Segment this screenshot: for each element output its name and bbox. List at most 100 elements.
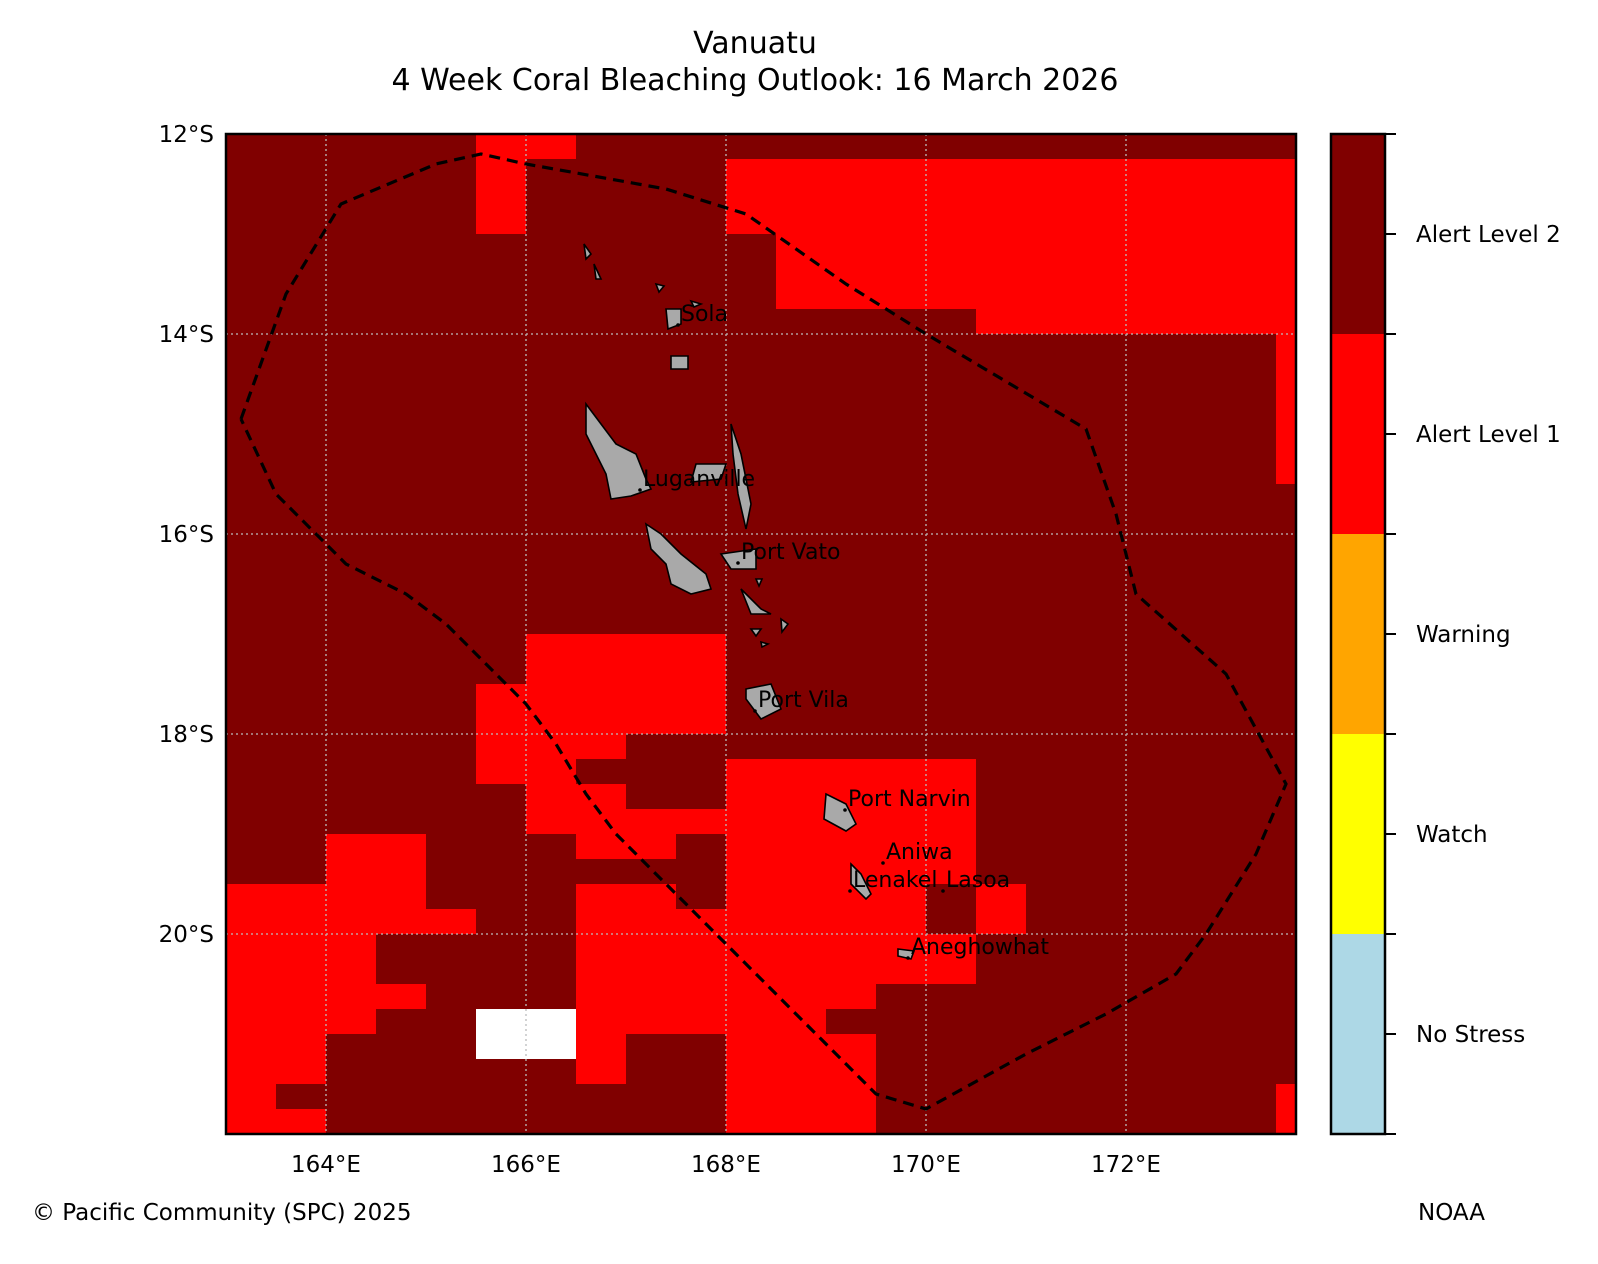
- grid-cell: [1176, 509, 1227, 535]
- grid-cell: [576, 659, 627, 685]
- grid-cell: [626, 259, 677, 285]
- grid-cell: [876, 909, 927, 935]
- grid-cell: [1176, 484, 1227, 510]
- grid-cell: [676, 159, 727, 185]
- grid-cell: [826, 509, 877, 535]
- grid-cell: [426, 159, 477, 185]
- grid-cell: [326, 1034, 377, 1060]
- grid-cell: [526, 534, 577, 560]
- grid-cell: [1026, 609, 1077, 635]
- grid-cell: [426, 284, 477, 310]
- grid-cell: [226, 209, 277, 235]
- grid-cell: [226, 659, 277, 685]
- grid-cell: [726, 959, 777, 985]
- grid-cell: [526, 234, 577, 260]
- place-label: Port Narvin: [848, 787, 971, 812]
- grid-cell: [826, 734, 877, 760]
- grid-cell: [776, 1084, 827, 1110]
- grid-cell: [976, 209, 1027, 235]
- grid-cell: [576, 709, 627, 735]
- legend-label: Watch: [1416, 822, 1488, 848]
- grid-cell: [826, 1009, 877, 1035]
- place-label: Luganville: [643, 467, 755, 492]
- grid-cell: [276, 384, 327, 410]
- place-label: Aneghowhat: [911, 935, 1049, 960]
- grid-cell: [476, 209, 527, 235]
- grid-cell: [1276, 159, 1297, 185]
- place-label: Aniwa: [886, 840, 953, 865]
- grid-cell: [976, 134, 1027, 160]
- grid-cell: [626, 1109, 677, 1135]
- grid-cell: [1276, 1109, 1297, 1135]
- grid-cell: [976, 1084, 1027, 1110]
- grid-cell: [1176, 359, 1227, 385]
- grid-cell: [976, 434, 1027, 460]
- grid-cell: [1026, 359, 1077, 385]
- island: [593, 263, 603, 280]
- grid-cell: [276, 859, 327, 885]
- grid-cell: [326, 709, 377, 735]
- grid-cell: [776, 284, 827, 310]
- grid-cell: [476, 1034, 527, 1060]
- grid-cell: [226, 759, 277, 785]
- grid-cell: [976, 934, 1027, 960]
- grid-cell: [576, 509, 627, 535]
- grid-cell: [1076, 384, 1127, 410]
- grid-cell: [526, 134, 577, 160]
- grid-cell: [676, 784, 727, 810]
- grid-cell: [826, 1034, 877, 1060]
- grid-cell: [326, 184, 377, 210]
- place-marker: [848, 889, 852, 893]
- grid-cell: [1026, 259, 1077, 285]
- grid-cell: [1026, 634, 1077, 660]
- grid-cell: [826, 134, 877, 160]
- grid-cell: [1126, 884, 1177, 910]
- copyright-text: © Pacific Community (SPC) 2025: [32, 1200, 412, 1226]
- grid-cell: [376, 1009, 427, 1035]
- grid-cell: [376, 834, 427, 860]
- grid-cell: [1026, 309, 1077, 335]
- grid-cell: [826, 634, 877, 660]
- grid-cell: [776, 634, 827, 660]
- grid-cell: [1026, 834, 1077, 860]
- grid-cell: [1126, 284, 1177, 310]
- grid-cell: [1076, 159, 1127, 185]
- grid-cell: [926, 984, 977, 1010]
- grid-cell: [976, 809, 1027, 835]
- place-marker: [676, 323, 680, 327]
- grid-cell: [576, 309, 627, 335]
- grid-cell: [626, 934, 677, 960]
- island: [689, 299, 704, 309]
- grid-cell: [1226, 309, 1277, 335]
- grid-cell: [226, 559, 277, 585]
- grid-cell: [776, 909, 827, 935]
- grid-cell: [526, 284, 577, 310]
- grid-cell: [626, 809, 677, 835]
- grid-cell: [376, 334, 427, 360]
- grid-cell: [226, 684, 277, 710]
- grid-cell: [776, 234, 827, 260]
- grid-cell: [926, 934, 977, 960]
- grid-cell: [1026, 484, 1077, 510]
- grid-cell: [426, 384, 477, 410]
- grid-cell: [426, 709, 477, 735]
- grid-cell: [326, 584, 377, 610]
- legend-colorbar: Alert Level 2 Alert Level 1 Warning Watch No…: [1329, 132, 1561, 1136]
- grid-cell: [226, 334, 277, 360]
- grid-cell: [1076, 909, 1127, 935]
- place-marker: [843, 808, 847, 812]
- grid-cell: [826, 384, 877, 410]
- grid-cell: [926, 609, 977, 635]
- grid-cell: [376, 634, 427, 660]
- grid-cell: [376, 559, 427, 585]
- grid-cell: [376, 259, 427, 285]
- grid-cell: [876, 1009, 927, 1035]
- grid-cell: [826, 434, 877, 460]
- grid-cell: [326, 309, 377, 335]
- grid-cell: [1126, 1034, 1177, 1060]
- grid-cell: [1176, 884, 1227, 910]
- grid-cell: [1126, 159, 1177, 185]
- grid-cell: [1026, 1109, 1077, 1135]
- grid-cell: [876, 359, 927, 385]
- grid-cell: [876, 1059, 927, 1085]
